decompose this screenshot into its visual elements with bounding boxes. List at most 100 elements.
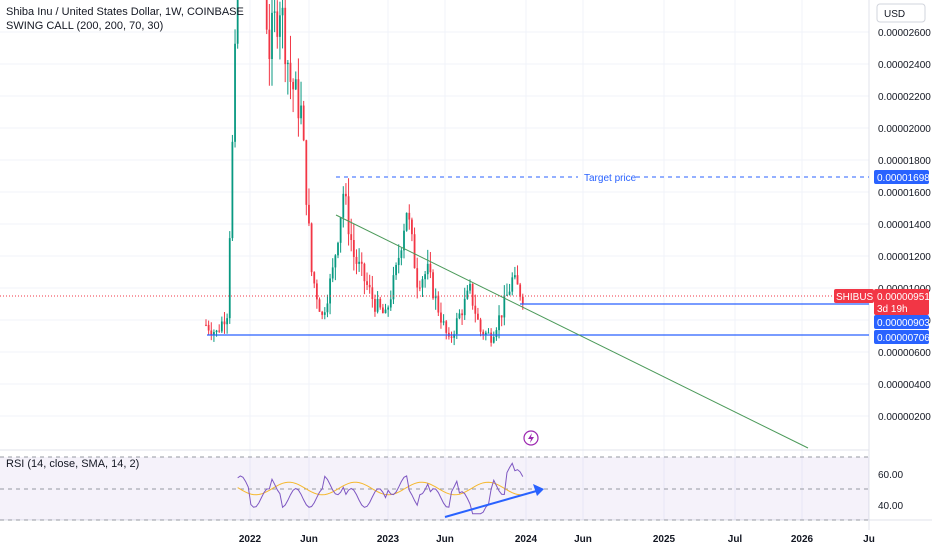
candle-body xyxy=(360,261,363,264)
price-tick: 0.00001400 xyxy=(878,220,931,231)
candle-body xyxy=(308,204,310,224)
currency-button[interactable]: USD xyxy=(876,3,926,23)
candle-body xyxy=(511,277,514,292)
price-tick: 0.00002600 xyxy=(878,28,931,39)
candle-body xyxy=(297,79,300,119)
candle-body xyxy=(352,240,355,257)
candle-body xyxy=(236,0,239,44)
candle-body xyxy=(315,283,318,300)
candle-body xyxy=(458,313,461,319)
candle-body xyxy=(482,331,485,336)
time-axis[interactable]: 2022 Jun 2023 Jun 2024 Jun 2025 Jul 2026 Ju xyxy=(239,534,875,545)
candle-body xyxy=(461,313,463,316)
candle-body xyxy=(300,105,302,119)
candle-body xyxy=(440,312,442,323)
candle-body xyxy=(331,267,334,279)
candle-body xyxy=(379,298,382,308)
candle-body xyxy=(413,234,416,269)
candle-body xyxy=(484,332,487,336)
descending-trendline[interactable] xyxy=(335,214,809,449)
candle-body xyxy=(368,284,371,288)
candle-body xyxy=(400,250,403,258)
candle-body xyxy=(337,242,339,256)
candle-body xyxy=(268,29,271,60)
candle-body xyxy=(490,332,493,343)
candle-body xyxy=(421,279,424,288)
time-tick: 2026 xyxy=(791,534,814,545)
alert-icon[interactable] xyxy=(523,430,539,446)
candle-body xyxy=(355,256,358,264)
candle-body xyxy=(310,223,313,273)
support-price-badge-lower: 0.00000706 xyxy=(874,330,930,344)
candle-body xyxy=(289,62,292,82)
candle-body xyxy=(519,284,522,297)
price-tick: 0.00001600 xyxy=(878,188,931,199)
target-price-badge: 0.00001698 xyxy=(874,170,930,184)
candle-body xyxy=(397,257,400,266)
candle-body xyxy=(479,319,482,332)
svg-text:0.00001698: 0.00001698 xyxy=(877,173,930,184)
candle-body xyxy=(426,263,429,275)
candle-body xyxy=(408,212,411,220)
candle-body xyxy=(228,238,231,319)
candle-body xyxy=(358,261,361,264)
time-tick: Ju xyxy=(863,534,875,545)
rsi-line xyxy=(237,462,524,515)
candle-body xyxy=(477,313,479,320)
candle-body xyxy=(223,321,226,325)
candle-body xyxy=(271,12,273,60)
candle-body xyxy=(273,11,276,13)
time-tick: Jul xyxy=(728,534,743,545)
candle-body xyxy=(345,193,347,197)
candle-body xyxy=(339,217,342,243)
price-tick: 0.00001800 xyxy=(878,156,931,167)
rsi-divergence-arrow[interactable] xyxy=(444,484,544,518)
candle-body xyxy=(371,287,374,300)
rsi-sma-line xyxy=(237,481,523,496)
candle-body xyxy=(442,321,445,323)
candle-body xyxy=(416,268,419,288)
svg-text:0.00000706: 0.00000706 xyxy=(877,333,930,344)
candle-body xyxy=(366,281,368,285)
candle-body xyxy=(318,299,321,312)
price-tick: 0.00002000 xyxy=(878,124,931,135)
candle-body xyxy=(342,193,345,218)
candle-body xyxy=(334,255,337,268)
candle-body xyxy=(363,263,366,282)
candle-body xyxy=(347,196,350,235)
candle-body xyxy=(374,299,376,312)
indicator-label: SWING CALL (200, 200, 70, 30) xyxy=(6,20,163,32)
grid-lines xyxy=(0,0,870,520)
candle-body xyxy=(500,315,503,318)
candle-body xyxy=(469,283,471,291)
rsi-tick-40: 40.00 xyxy=(878,501,903,512)
candle-body xyxy=(294,79,297,90)
time-tick: 2023 xyxy=(377,534,400,545)
candle-body xyxy=(395,265,397,276)
candle-body xyxy=(450,336,453,338)
current-price-badge: 0.00000951 3d 19h xyxy=(874,289,930,315)
candle-body xyxy=(521,296,524,305)
candle-body xyxy=(329,278,331,304)
candle-body xyxy=(498,315,500,331)
candle-body xyxy=(437,295,440,313)
candle-body xyxy=(506,294,508,296)
candle-body xyxy=(321,311,324,315)
candle-body xyxy=(403,230,405,251)
candle-body xyxy=(432,272,434,299)
candle-body xyxy=(215,330,218,333)
candle-body xyxy=(503,295,506,318)
candle-body xyxy=(213,332,215,335)
candle-body xyxy=(466,290,469,299)
candle-body xyxy=(220,321,223,332)
candle-body xyxy=(207,324,210,331)
candle-body xyxy=(474,305,477,314)
candle-body xyxy=(284,7,287,65)
price-axis[interactable]: 0.000002000.000004000.000006000.00000800… xyxy=(878,28,931,423)
candle-body xyxy=(323,312,326,315)
candle-body xyxy=(210,330,213,335)
candle-body xyxy=(508,291,511,295)
time-tick: 2025 xyxy=(653,534,676,545)
candle-body xyxy=(513,275,516,278)
